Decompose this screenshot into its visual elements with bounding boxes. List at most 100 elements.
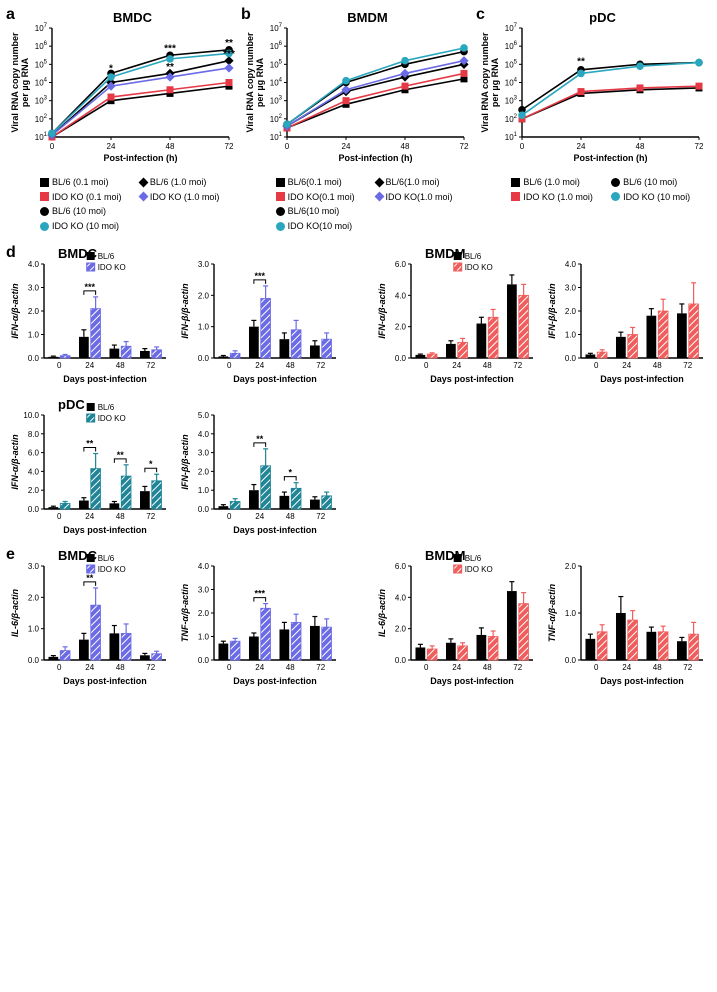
bar-chart: 0.01.02.03.04.00244872Days post-infectio… bbox=[547, 248, 707, 388]
svg-text:106: 106 bbox=[35, 41, 48, 51]
svg-text:72: 72 bbox=[316, 361, 325, 370]
svg-text:24: 24 bbox=[577, 142, 586, 151]
legend-c: BL/6 (1.0 moi)BL/6 (10 moi)IDO KO (1.0 m… bbox=[481, 174, 707, 240]
svg-text:BL/6: BL/6 bbox=[98, 554, 115, 563]
svg-text:2.0: 2.0 bbox=[565, 562, 577, 571]
svg-text:103: 103 bbox=[35, 96, 48, 106]
svg-text:48: 48 bbox=[116, 512, 125, 521]
svg-text:72: 72 bbox=[225, 142, 234, 151]
group-title: BMDC bbox=[58, 246, 97, 261]
svg-text:1.0: 1.0 bbox=[198, 633, 210, 642]
svg-text:Days post-infection: Days post-infection bbox=[233, 374, 317, 384]
svg-text:106: 106 bbox=[270, 41, 283, 51]
svg-text:48: 48 bbox=[483, 663, 492, 672]
bar-panel: pDC0.02.04.06.08.010.00244872*****Days p… bbox=[10, 399, 170, 542]
bar-panel: 0.01.02.03.04.00244872Days post-infectio… bbox=[547, 248, 707, 391]
svg-text:24: 24 bbox=[107, 142, 116, 151]
svg-text:4.0: 4.0 bbox=[198, 430, 210, 439]
svg-text:**: ** bbox=[117, 450, 125, 460]
panel-label: a bbox=[6, 6, 15, 24]
svg-text:48: 48 bbox=[166, 142, 175, 151]
svg-text:0: 0 bbox=[424, 663, 429, 672]
svg-text:4.0: 4.0 bbox=[395, 594, 407, 603]
chart-title: BMDC bbox=[113, 10, 153, 25]
svg-text:0: 0 bbox=[227, 663, 232, 672]
svg-text:Viral RNA copy numberper µg RN: Viral RNA copy numberper µg RNA bbox=[480, 32, 500, 133]
svg-text:48: 48 bbox=[286, 512, 295, 521]
bar-chart: 0.02.04.06.00244872Days post-infectionIL… bbox=[377, 550, 537, 690]
svg-text:1.0: 1.0 bbox=[198, 323, 210, 332]
svg-text:0: 0 bbox=[594, 361, 599, 370]
svg-text:Viral RNA copy numberper µg RN: Viral RNA copy numberper µg RNA bbox=[10, 32, 30, 133]
svg-text:10.0: 10.0 bbox=[23, 411, 39, 420]
svg-text:103: 103 bbox=[505, 96, 518, 106]
svg-text:**: ** bbox=[166, 62, 174, 73]
svg-text:**: ** bbox=[86, 573, 94, 583]
svg-text:2.0: 2.0 bbox=[198, 292, 210, 301]
svg-text:Days post-infection: Days post-infection bbox=[63, 525, 147, 535]
svg-text:48: 48 bbox=[636, 142, 645, 151]
panel-c: c1011021031041051061070244872Post-infect… bbox=[480, 10, 705, 168]
bar-chart: 0.01.02.03.04.00244872***Days post-infec… bbox=[10, 248, 170, 388]
svg-text:101: 101 bbox=[35, 132, 48, 142]
svg-text:0: 0 bbox=[57, 663, 62, 672]
svg-text:72: 72 bbox=[683, 361, 692, 370]
bar-chart: 0.02.04.06.00244872Days post-infectionIF… bbox=[377, 248, 537, 388]
panel-label: b bbox=[241, 6, 251, 24]
panel-a: a1011021031041051061070244872Post-infect… bbox=[10, 10, 235, 168]
svg-text:72: 72 bbox=[513, 361, 522, 370]
svg-text:***: *** bbox=[164, 44, 176, 55]
bar-panel: 0.01.02.03.04.05.00244872***Days post-in… bbox=[180, 399, 340, 542]
panel-label: c bbox=[476, 6, 485, 24]
svg-text:24: 24 bbox=[255, 663, 264, 672]
svg-text:IDO KO: IDO KO bbox=[465, 263, 493, 272]
svg-text:2.0: 2.0 bbox=[395, 323, 407, 332]
svg-text:Post-infection (h): Post-infection (h) bbox=[339, 153, 413, 163]
svg-text:2.0: 2.0 bbox=[198, 609, 210, 618]
svg-text:72: 72 bbox=[146, 663, 155, 672]
svg-text:Days post-infection: Days post-infection bbox=[430, 676, 514, 686]
svg-text:105: 105 bbox=[35, 59, 48, 69]
svg-text:1.0: 1.0 bbox=[28, 331, 40, 340]
bar-chart: 0.02.04.06.08.010.00244872*****Days post… bbox=[10, 399, 170, 539]
svg-text:24: 24 bbox=[622, 361, 631, 370]
group-title: pDC bbox=[58, 397, 85, 412]
svg-text:101: 101 bbox=[270, 132, 283, 142]
svg-text:3.0: 3.0 bbox=[28, 562, 40, 571]
svg-text:*: * bbox=[109, 64, 113, 75]
svg-text:2.0: 2.0 bbox=[198, 468, 210, 477]
svg-text:0: 0 bbox=[520, 142, 525, 151]
svg-text:24: 24 bbox=[622, 663, 631, 672]
svg-text:4.0: 4.0 bbox=[28, 468, 40, 477]
svg-text:TNF-α/β-actin: TNF-α/β-actin bbox=[547, 584, 557, 643]
bar-chart: 0.01.02.03.00244872**Days post-infection… bbox=[10, 550, 170, 690]
svg-text:IFN-β/β-actin: IFN-β/β-actin bbox=[180, 434, 190, 490]
svg-text:Viral RNA copy numberper µg RN: Viral RNA copy numberper µg RNA bbox=[245, 32, 265, 133]
svg-text:24: 24 bbox=[255, 512, 264, 521]
svg-text:24: 24 bbox=[85, 663, 94, 672]
svg-text:72: 72 bbox=[146, 512, 155, 521]
bar-panel: dBMDC0.01.02.03.04.00244872***Days post-… bbox=[10, 248, 170, 391]
svg-text:48: 48 bbox=[116, 663, 125, 672]
svg-text:105: 105 bbox=[505, 59, 518, 69]
svg-text:TNF-α/β-actin: TNF-α/β-actin bbox=[180, 584, 190, 643]
svg-text:72: 72 bbox=[695, 142, 704, 151]
svg-text:0.0: 0.0 bbox=[395, 656, 407, 665]
svg-text:IL-6/β-actin: IL-6/β-actin bbox=[10, 589, 20, 638]
svg-text:48: 48 bbox=[653, 361, 662, 370]
bar-panel: 0.01.02.03.04.00244872***Days post-infec… bbox=[180, 550, 340, 693]
svg-text:3.0: 3.0 bbox=[198, 586, 210, 595]
svg-text:1.0: 1.0 bbox=[198, 487, 210, 496]
svg-text:IDO KO: IDO KO bbox=[98, 263, 126, 272]
svg-text:**: ** bbox=[577, 56, 585, 67]
svg-text:6.0: 6.0 bbox=[28, 449, 40, 458]
svg-text:4.0: 4.0 bbox=[565, 260, 577, 269]
svg-text:24: 24 bbox=[452, 663, 461, 672]
bar-panel: BMDM0.02.04.06.00244872Days post-infecti… bbox=[377, 550, 537, 693]
svg-text:0: 0 bbox=[57, 361, 62, 370]
svg-text:24: 24 bbox=[342, 142, 351, 151]
svg-text:***: *** bbox=[254, 589, 265, 599]
svg-text:107: 107 bbox=[270, 23, 283, 33]
svg-text:0: 0 bbox=[57, 512, 62, 521]
svg-text:24: 24 bbox=[85, 512, 94, 521]
